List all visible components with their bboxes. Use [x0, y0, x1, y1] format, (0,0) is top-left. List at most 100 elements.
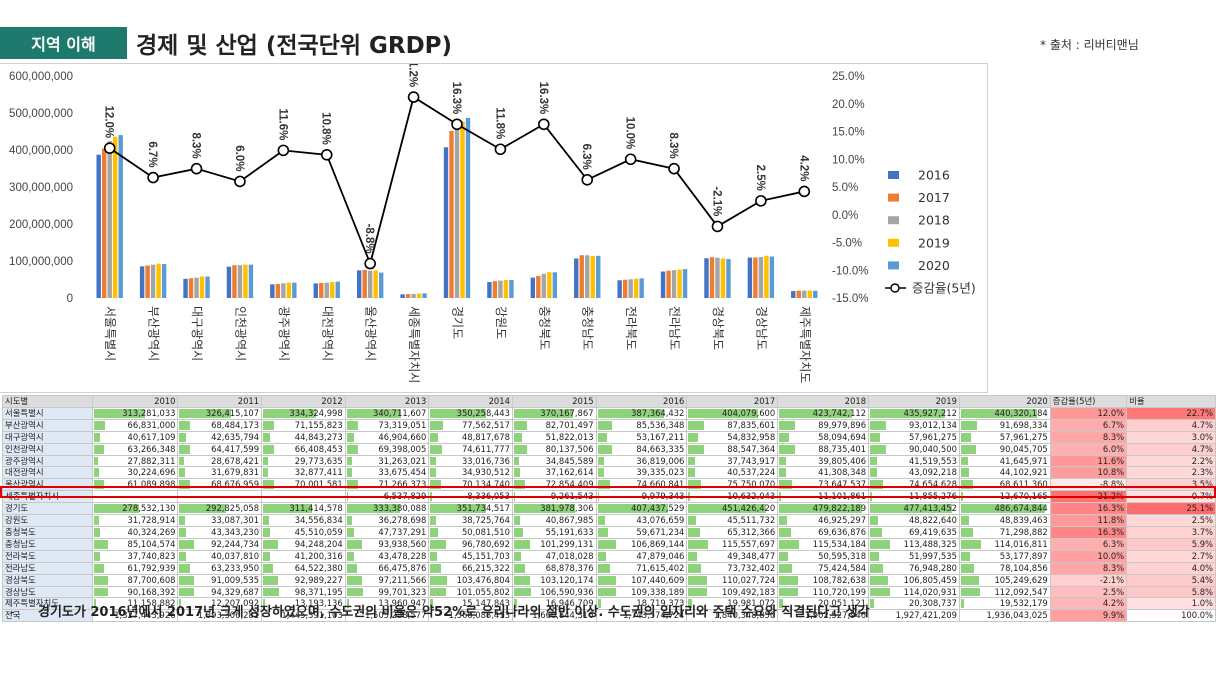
growth-point — [538, 118, 550, 131]
region-name-cell: 제주특별자치도 — [2, 597, 93, 611]
grdp-value-cell: 477,413,452 — [868, 502, 960, 516]
growth-cell: 4.2% — [1049, 597, 1128, 611]
data-bar — [346, 408, 401, 418]
data-bar — [960, 575, 980, 585]
grdp-value-cell: 57,961,275 — [958, 430, 1051, 444]
grdp-value-cell: 75,750,070 — [686, 478, 779, 492]
table-header-cell: 2018 — [777, 395, 870, 408]
bar-2017 — [102, 148, 107, 298]
growth-data-label: -8.8% — [363, 224, 375, 254]
grdp-value-cell: 47,737,291 — [344, 525, 430, 539]
data-bar — [960, 587, 981, 597]
data-bar — [346, 492, 348, 502]
x-category-label: 서울특별시 — [103, 306, 117, 361]
grdp-value-cell: 44,102,921 — [958, 466, 1051, 480]
grdp-value-cell: 99,701,323 — [344, 585, 430, 599]
table-row: 제주특별자치도 11,158,882 12,207,092 13,193,136 13,… — [2, 597, 1216, 611]
share-cell: 0.7% — [1126, 490, 1216, 504]
bar-2017 — [449, 130, 454, 298]
grdp-value-cell: 74,611,777 — [428, 442, 513, 456]
growth-cell: 21.2% — [1049, 490, 1128, 504]
grdp-value-cell: 106,590,936 — [511, 585, 597, 599]
data-bar — [688, 432, 698, 442]
data-bar — [179, 432, 187, 442]
legend-swatch — [888, 171, 899, 179]
bar-2017 — [492, 281, 498, 298]
x-category-label: 세종특별자치시 — [407, 306, 421, 383]
grdp-value-cell: 61,792,939 — [91, 561, 179, 575]
bar-2016 — [400, 294, 405, 298]
growth-data-label: 21.2% — [407, 64, 419, 87]
data-bar — [263, 480, 275, 490]
data-bar — [513, 527, 523, 537]
data-bar — [430, 587, 447, 597]
footnote: - 경기도가 2016년에서 2017년 크게 성장하였으며, 수도권의 비율은 … — [10, 601, 870, 620]
growth-cell: 12.0% — [1049, 406, 1128, 420]
share-cell: 5.8% — [1126, 585, 1216, 599]
bar-2019 — [633, 278, 639, 298]
y-left-tick-label: 400,000,000 — [9, 145, 73, 157]
grdp-value-cell: 73,647,537 — [777, 478, 870, 492]
share-cell: 2.7% — [1126, 549, 1216, 563]
data-bar — [263, 504, 313, 514]
grdp-value-cell: 103,120,174 — [511, 573, 597, 587]
data-bar — [688, 480, 702, 490]
data-bar — [779, 480, 792, 490]
data-bar — [430, 468, 436, 478]
growth-cell: 8.3% — [1049, 561, 1128, 575]
grdp-value-cell: 40,037,810 — [177, 549, 263, 563]
data-bar — [597, 444, 613, 454]
section-tag: 지역 이해 — [0, 27, 127, 59]
bar-2017 — [622, 279, 628, 298]
grdp-value-cell: 41,645,971 — [958, 454, 1051, 468]
growth-data-label: 8.3% — [189, 132, 201, 158]
data-bar — [430, 432, 439, 442]
legend-label: 2018 — [918, 213, 950, 228]
grdp-value-cell: 440,320,184 — [958, 406, 1051, 420]
x-category-label: 광주광역시 — [277, 306, 291, 361]
bar-2019 — [330, 282, 335, 298]
y-right-tick-label: -5.0% — [832, 238, 862, 250]
table-row: 세종특별자치시 - - -6,537,829 8,336,053 9,261,543 9,9… — [2, 490, 1216, 504]
data-bar — [779, 516, 788, 525]
growth-point — [624, 153, 637, 166]
grdp-value-cell: 31,263,021 — [344, 454, 430, 468]
data-bar — [597, 587, 617, 597]
y-left-tick-label: 100,000,000 — [9, 256, 73, 268]
grdp-value-cell: 66,475,876 — [344, 561, 430, 575]
grdp-value-cell: 313,281,033 — [91, 406, 179, 420]
y-left-tick-label: 300,000,000 — [9, 182, 73, 194]
data-bar — [870, 444, 886, 454]
data-bar — [346, 504, 400, 514]
data-bar — [263, 551, 270, 561]
table-row: 서울특별시 313,281,033 326,415,107 334,324,998 34… — [2, 406, 1216, 420]
grdp-value-cell: 1,445,391,103 — [261, 609, 346, 623]
x-category-label: 대구광역시 — [190, 306, 204, 361]
bar-2018 — [628, 279, 633, 298]
data-bar — [346, 468, 353, 478]
data-bar — [960, 432, 971, 442]
grdp-value-cell: 57,961,275 — [868, 430, 960, 444]
grdp-value-cell: 44,843,273 — [261, 430, 346, 444]
grdp-value-cell: 334,324,998 — [261, 406, 346, 420]
bar-2018 — [715, 257, 720, 298]
grdp-value-cell: 101,299,131 — [511, 537, 597, 551]
data-bar — [346, 420, 359, 430]
grdp-value-cell: 88,547,364 — [686, 442, 779, 456]
data-bar — [513, 444, 527, 454]
data-bar — [688, 587, 708, 597]
grdp-value-cell: 1,660,844,316 — [511, 609, 597, 623]
bar-2018 — [237, 265, 243, 298]
grdp-value-cell: 69,398,005 — [344, 442, 430, 456]
legend-swatch — [888, 216, 899, 225]
grdp-value-cell: 9,261,543 — [511, 490, 597, 504]
data-bar — [513, 432, 523, 442]
page-title: 경제 및 산업 (전국단위 GRDP) — [136, 33, 453, 59]
grdp-value-cell: 115,534,184 — [777, 537, 870, 551]
data-bar — [779, 599, 783, 609]
grdp-value-cell: 64,522,380 — [261, 561, 346, 575]
x-category-label: 경기도 — [451, 306, 465, 339]
grdp-value-cell: 46,925,297 — [777, 514, 870, 527]
growth-point — [364, 257, 376, 270]
y-right-tick-label: 0.0% — [832, 210, 858, 222]
